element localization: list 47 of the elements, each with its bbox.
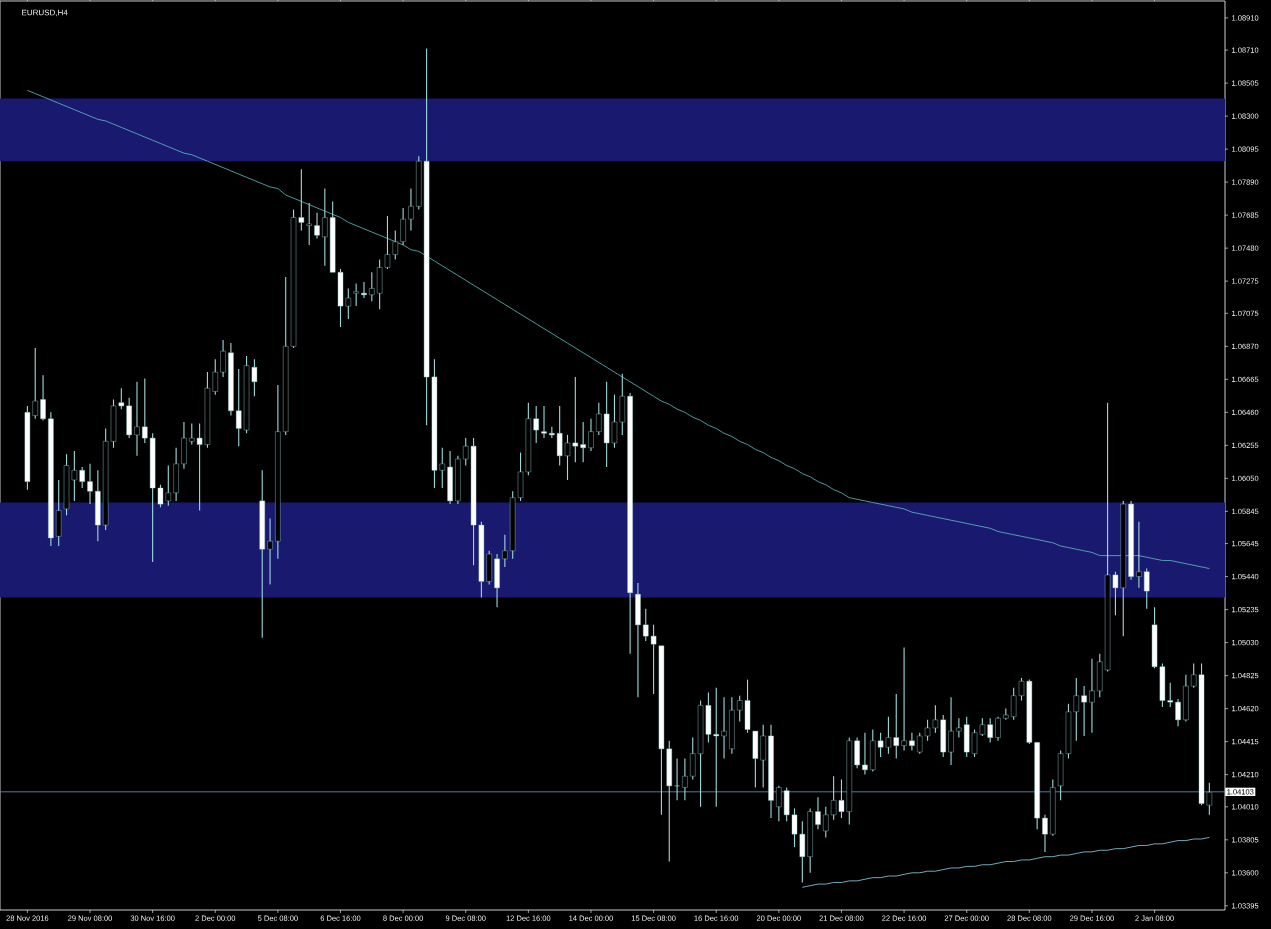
candlestick <box>181 421 187 470</box>
candlestick <box>173 447 179 502</box>
candlestick <box>48 411 54 547</box>
candlestick <box>862 732 868 776</box>
candlestick <box>768 724 774 819</box>
candlestick <box>361 281 367 299</box>
candlestick <box>56 479 62 547</box>
candlestick <box>134 381 140 457</box>
candlestick <box>901 646 907 751</box>
candlestick <box>627 392 633 655</box>
text: EURUSD,H4 <box>22 9 68 17</box>
candlestick <box>455 455 461 505</box>
candlestick <box>682 757 688 801</box>
candlestick <box>948 696 954 766</box>
candlestick <box>220 339 226 378</box>
candlestick <box>721 696 727 760</box>
candlestick <box>674 757 680 801</box>
candlestick <box>588 418 594 452</box>
candlestick <box>854 737 860 769</box>
candlestick <box>228 342 234 417</box>
candlestick <box>408 188 414 231</box>
candlestick <box>502 534 508 568</box>
candlestick <box>909 732 915 751</box>
candlestick <box>322 188 328 267</box>
candlestick <box>1089 658 1095 734</box>
candlestick <box>275 384 281 560</box>
candlestick <box>729 696 735 755</box>
candlestick <box>635 582 641 698</box>
candlestick <box>494 553 500 608</box>
candlestick <box>87 463 93 505</box>
candlestick <box>1136 521 1142 589</box>
candlestick <box>306 202 312 246</box>
candlestick <box>267 518 273 586</box>
candlestick <box>541 405 547 439</box>
candlestick <box>259 469 265 639</box>
candlestick <box>314 212 320 240</box>
candlestick <box>956 717 962 739</box>
candlestick <box>1128 500 1134 581</box>
candlestick <box>1175 698 1181 727</box>
candlestick <box>1042 814 1048 853</box>
candlestick <box>1183 674 1189 723</box>
candlestick <box>815 796 821 830</box>
candlestick <box>447 450 453 505</box>
candlestick <box>400 207 406 246</box>
candlestick <box>40 374 46 421</box>
candlestick <box>995 716 1001 742</box>
candlestick <box>1081 685 1087 737</box>
